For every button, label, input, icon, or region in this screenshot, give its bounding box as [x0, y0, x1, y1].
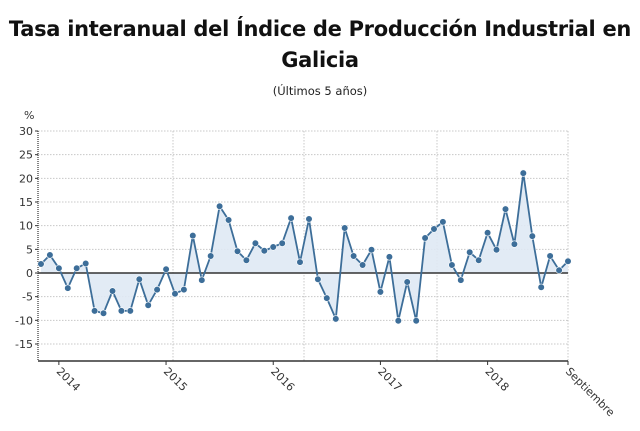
data-point-marker [46, 251, 54, 259]
data-point-marker [99, 309, 108, 317]
area-fill [41, 173, 568, 321]
x-tick-label: 2017 [375, 365, 404, 394]
data-point-marker [403, 278, 411, 286]
data-point-marker [55, 264, 63, 272]
y-tick-label: 0 [26, 267, 33, 280]
data-point-marker [367, 246, 376, 254]
data-point-marker [510, 240, 519, 248]
data-point-marker [153, 286, 161, 294]
data-point-marker [37, 260, 45, 268]
data-point-marker [492, 246, 501, 254]
data-point-marker [314, 275, 322, 283]
data-point-marker [90, 307, 99, 315]
data-point-marker [269, 243, 277, 251]
data-point-marker [528, 232, 536, 240]
x-tick-label: 2016 [268, 365, 297, 394]
data-point-marker [296, 258, 304, 266]
chart-title-line1: Tasa interanual del Índice de Producción… [8, 17, 632, 41]
data-point-marker [564, 257, 572, 265]
y-tick-label: 15 [19, 196, 33, 209]
y-tick-label: 30 [19, 125, 33, 138]
data-point-marker [287, 214, 295, 222]
data-point-marker [394, 317, 402, 325]
data-point-marker [242, 256, 250, 264]
data-point-marker [385, 253, 394, 261]
data-point-marker [341, 224, 349, 232]
data-point-marker [332, 315, 340, 323]
data-point-marker [162, 265, 170, 273]
y-tick-label: -15 [15, 338, 33, 351]
x-tick-label: Septiembre [563, 365, 617, 419]
data-point-marker [359, 261, 367, 269]
data-point-marker [305, 215, 313, 223]
data-point-marker [376, 288, 385, 296]
data-point-marker [82, 259, 90, 268]
y-tick-label: 25 [19, 149, 33, 162]
data-point-marker [117, 307, 125, 315]
y-tick-label: -10 [15, 314, 33, 327]
data-point-marker [171, 290, 179, 298]
chart-title-line2: Galicia [281, 48, 359, 72]
data-point-marker [126, 307, 134, 315]
data-point-marker [216, 202, 224, 210]
data-point-marker [466, 248, 474, 256]
data-point-marker [108, 287, 117, 295]
data-point-marker [421, 234, 429, 242]
chart-title: Tasa interanual del Índice de Producción… [0, 14, 640, 76]
data-point-marker [555, 266, 563, 274]
data-point-marker [180, 286, 188, 294]
data-point-marker [546, 252, 554, 260]
data-point-marker [412, 317, 420, 325]
data-point-marker [278, 239, 286, 247]
y-axis: 30 25 20 15 10 5 0 -5 -10 -15% [15, 109, 39, 361]
data-point-marker [73, 264, 81, 272]
data-point-marker [484, 229, 492, 237]
data-point-marker [144, 301, 152, 309]
x-tick-label: 2015 [161, 365, 190, 394]
data-point-marker [519, 169, 527, 177]
y-axis-unit-label: % [24, 109, 34, 122]
data-point-marker [439, 218, 447, 226]
data-point-marker [260, 247, 268, 255]
data-point-marker [189, 232, 197, 240]
x-tick-label: 2014 [54, 365, 83, 394]
plot-area [37, 169, 572, 325]
data-point-marker [251, 239, 259, 247]
data-point-marker [198, 276, 206, 284]
data-point-marker [233, 247, 242, 255]
data-point-marker [457, 276, 465, 284]
data-point-marker [225, 216, 233, 224]
data-point-marker [448, 261, 456, 269]
data-point-marker [135, 275, 143, 283]
x-tick-label: 2018 [482, 365, 511, 394]
data-point-marker [537, 283, 545, 291]
data-point-marker [64, 284, 72, 292]
data-point-marker [207, 252, 215, 260]
x-axis: 2014 2015 2016 2017 2018 Septiembre [38, 360, 617, 419]
data-point-marker [350, 252, 358, 260]
data-point-marker [475, 256, 483, 264]
data-point-marker [501, 205, 510, 213]
chart-subtitle: (Últimos 5 años) [272, 84, 368, 98]
y-tick-label: 5 [26, 243, 33, 256]
data-point-marker [430, 225, 438, 233]
data-point-marker [323, 294, 331, 302]
y-tick-label: -5 [22, 291, 33, 304]
y-tick-label: 10 [19, 220, 33, 233]
y-tick-label: 20 [19, 172, 33, 185]
